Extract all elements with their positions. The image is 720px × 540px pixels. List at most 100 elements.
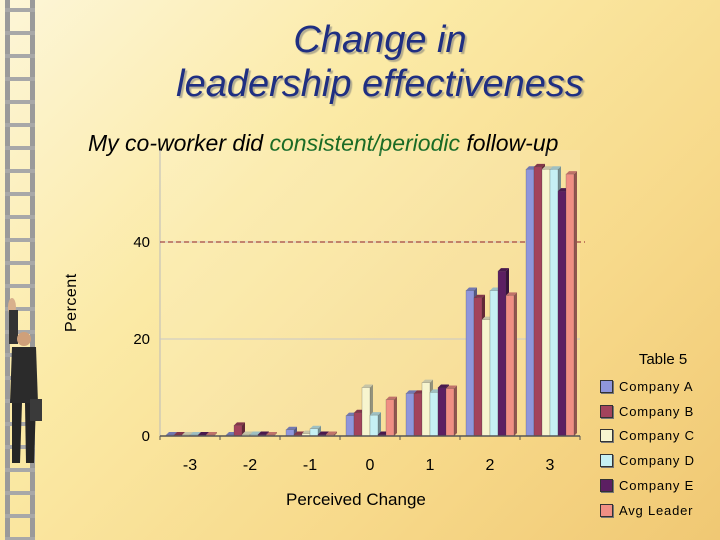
bar <box>405 393 415 437</box>
chart-legend: Table 5 Company A Company B Company C Compa… <box>600 351 718 523</box>
bar <box>233 425 243 437</box>
legend-swatch <box>600 379 613 393</box>
y-tick-label: 20 <box>133 331 150 348</box>
bar <box>473 297 483 437</box>
x-tick-label: -3 <box>183 457 197 474</box>
ladder-rung <box>5 307 35 311</box>
bar <box>369 414 379 437</box>
bar-side <box>274 432 277 437</box>
ladder-rung <box>5 284 35 288</box>
bar-top <box>466 287 477 291</box>
bar-top <box>386 396 397 400</box>
bar-side <box>334 431 337 436</box>
bar-top <box>422 379 433 383</box>
x-axis-label: Perceived Change <box>286 490 426 509</box>
bar-side <box>454 385 457 436</box>
bar <box>413 393 423 437</box>
ladder-rung <box>5 31 35 35</box>
legend-label: Company C <box>619 428 695 444</box>
legend-item: Company E <box>600 473 718 498</box>
legend-label: Company D <box>619 453 695 469</box>
ladder-rung <box>5 54 35 58</box>
bar <box>437 387 447 437</box>
subtitle-suffix: follow-up <box>459 130 559 156</box>
raised-arm <box>9 310 18 344</box>
bar <box>353 412 363 437</box>
ladder-rung <box>5 238 35 242</box>
ladder-rung <box>5 330 35 334</box>
bar-top <box>566 171 577 175</box>
legend-swatch <box>600 503 613 517</box>
ladder-rung <box>5 215 35 219</box>
legend-label: Avg Leader <box>619 502 694 518</box>
legend-rows: Company A Company B Company C Company D Comp… <box>600 374 718 523</box>
bar <box>497 270 507 437</box>
bar-top <box>182 432 193 436</box>
bar <box>285 429 295 437</box>
ladder-rung <box>5 514 35 518</box>
bar <box>361 387 371 437</box>
bar <box>525 169 535 437</box>
bar <box>385 399 395 437</box>
y-tick-label: 40 <box>133 234 150 251</box>
legend-swatch <box>600 454 613 468</box>
bar-side <box>378 412 381 436</box>
bar-top <box>326 431 337 435</box>
bar <box>465 290 475 437</box>
x-tick-label: -1 <box>303 457 317 474</box>
ladder-rail-left <box>5 0 10 540</box>
ladder-rung <box>5 192 35 196</box>
ladder-rung <box>5 537 35 540</box>
x-tick-label: 1 <box>426 457 435 474</box>
bar-top <box>438 384 449 388</box>
legend-label: Company B <box>619 403 695 419</box>
legend-title: Table 5 <box>638 351 688 368</box>
bar <box>541 169 551 437</box>
bar <box>429 392 439 437</box>
bar <box>505 295 515 437</box>
bar-top <box>362 384 373 388</box>
legend-item: Company B <box>600 399 718 424</box>
legend-swatch <box>600 404 613 418</box>
x-tick-label: 0 <box>366 457 375 474</box>
bar-top <box>242 431 253 435</box>
slide-title: Change in leadership effectiveness <box>60 18 700 106</box>
bar <box>489 290 499 437</box>
bar-side <box>514 292 517 436</box>
bar-top <box>234 422 245 426</box>
bar <box>565 173 575 437</box>
x-tick-label: -2 <box>243 457 257 474</box>
legend-label: Company E <box>619 478 695 494</box>
bar <box>309 428 319 437</box>
bar-top <box>550 166 561 170</box>
bar <box>557 190 567 437</box>
bar-top <box>258 431 269 435</box>
businessman-figure <box>8 298 42 463</box>
bar <box>549 169 559 437</box>
bar <box>345 415 355 437</box>
bar-top <box>370 412 381 416</box>
ladder-rung <box>5 468 35 472</box>
legend-swatch <box>600 429 613 443</box>
bar-side <box>574 171 577 436</box>
bar <box>445 388 455 437</box>
y-tick-label: 0 <box>142 428 150 445</box>
bar-top <box>198 432 209 436</box>
x-tick-label: 2 <box>486 457 495 474</box>
ladder-rung <box>5 261 35 265</box>
ladder-rung <box>5 8 35 12</box>
legend-swatch <box>600 479 613 493</box>
ladder-rung <box>5 100 35 104</box>
briefcase <box>30 399 42 421</box>
bar-top <box>542 166 553 170</box>
figure-head <box>17 332 31 346</box>
figure-torso <box>10 347 38 403</box>
legend-item: Company D <box>600 448 718 473</box>
bar-top <box>318 431 329 435</box>
bar-top <box>166 432 177 436</box>
bar-top <box>406 390 417 394</box>
chart-subtitle: My co-worker did consistent/periodic fol… <box>88 130 558 157</box>
ladder-rail-right <box>30 0 35 540</box>
bar-side <box>394 396 397 436</box>
